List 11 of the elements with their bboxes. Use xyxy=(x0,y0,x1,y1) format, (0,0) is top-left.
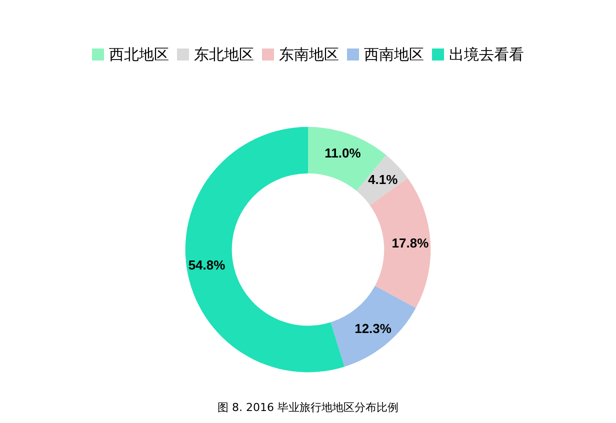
legend-label: 西南地区 xyxy=(364,46,424,64)
legend-label: 西北地区 xyxy=(109,46,169,64)
data-label: 11.0% xyxy=(324,146,362,161)
data-label: 54.8% xyxy=(188,257,226,272)
data-label: 4.1% xyxy=(368,172,398,188)
caption: 图 8. 2016 毕业旅行地地区分布比例 xyxy=(218,401,398,414)
legend-label: 东北地区 xyxy=(194,46,254,64)
data-label: 12.3% xyxy=(354,321,392,336)
legend-label: 出境去看看 xyxy=(449,46,524,64)
legend-label: 东南地区 xyxy=(279,46,339,64)
data-label: 17.8% xyxy=(392,236,430,251)
